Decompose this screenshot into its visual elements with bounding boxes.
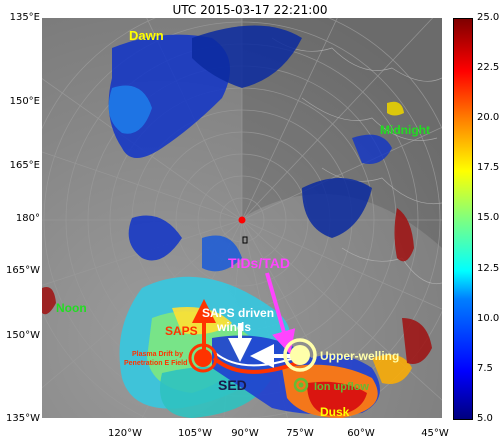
colorbar-tick-7-5: 7.5 — [477, 363, 493, 374]
lat-label-135w: 135°W — [6, 413, 40, 424]
label-tids: TIDs/TAD — [228, 255, 290, 271]
label-dusk: Dusk — [320, 405, 350, 418]
label-plasma-drift-2: Penetration E Field — [124, 360, 187, 367]
lat-label-180: 180° — [15, 213, 40, 224]
station-marker — [242, 236, 248, 244]
plasma-drift-ring — [188, 343, 218, 373]
colorbar-tick-15: 15.0 — [477, 212, 500, 223]
colorbar-tick-22-5: 22.5 — [477, 62, 500, 73]
pole-marker — [238, 216, 246, 224]
flow-curve-red — [212, 356, 298, 374]
label-plasma-drift-1: Plasma Drift by — [132, 351, 183, 358]
upwelling-ring — [283, 338, 317, 372]
lat-label-135e: 135°E — [9, 12, 40, 23]
lat-label-150w: 150°W — [6, 330, 40, 341]
lat-label-165w: 165°W — [6, 265, 40, 276]
tids-arrow — [265, 272, 296, 355]
lon-label-90w: 90°W — [231, 428, 259, 439]
label-saps-winds-1: SAPS driven — [202, 306, 274, 320]
label-ion-upflow: Ion upflow — [314, 381, 369, 393]
label-dawn: Dawn — [129, 28, 164, 43]
label-midnight: Midnight — [380, 123, 430, 137]
lon-label-105w: 105°W — [178, 428, 212, 439]
colorbar-tick-17-5: 17.5 — [477, 162, 500, 173]
data-blue-midnight — [128, 134, 392, 272]
label-saps: SAPS — [165, 324, 198, 338]
lon-label-60w: 60°W — [347, 428, 375, 439]
data-red-dusk — [42, 101, 432, 364]
colorbar-tick-10: 10.0 — [477, 313, 500, 324]
ion-upflow-marker — [293, 377, 309, 393]
lon-label-75w: 75°W — [286, 428, 314, 439]
night-shading — [242, 18, 442, 248]
ion-upflow-dot — [298, 382, 304, 388]
data-blue-dawn — [108, 25, 302, 158]
label-noon: Noon — [56, 301, 87, 315]
label-sed: SED — [218, 377, 247, 393]
lon-label-45w: 45°W — [421, 428, 449, 439]
label-saps-winds-2: winds — [216, 320, 251, 334]
colorbar-tick-25: 25.0 — [477, 12, 500, 23]
colorbar-tick-12-5: 12.5 — [477, 263, 500, 274]
plasma-drift-marker — [194, 349, 212, 367]
colorbar-tick-20: 20.0 — [477, 112, 500, 123]
polar-map: Dawn Midnight Noon Dusk TIDs/TAD SAPS dr… — [42, 18, 442, 418]
lat-label-165e: 165°E — [9, 160, 40, 171]
lon-label-120w: 120°W — [108, 428, 142, 439]
label-upwelling: Upper-welling — [320, 349, 399, 363]
upwelling-marker — [290, 345, 310, 365]
colorbar — [453, 18, 473, 420]
colorbar-tick-5: 5.0 — [477, 413, 493, 424]
lat-label-150e: 150°E — [9, 96, 40, 107]
plot-title: UTC 2015-03-17 22:21:00 — [172, 3, 328, 17]
